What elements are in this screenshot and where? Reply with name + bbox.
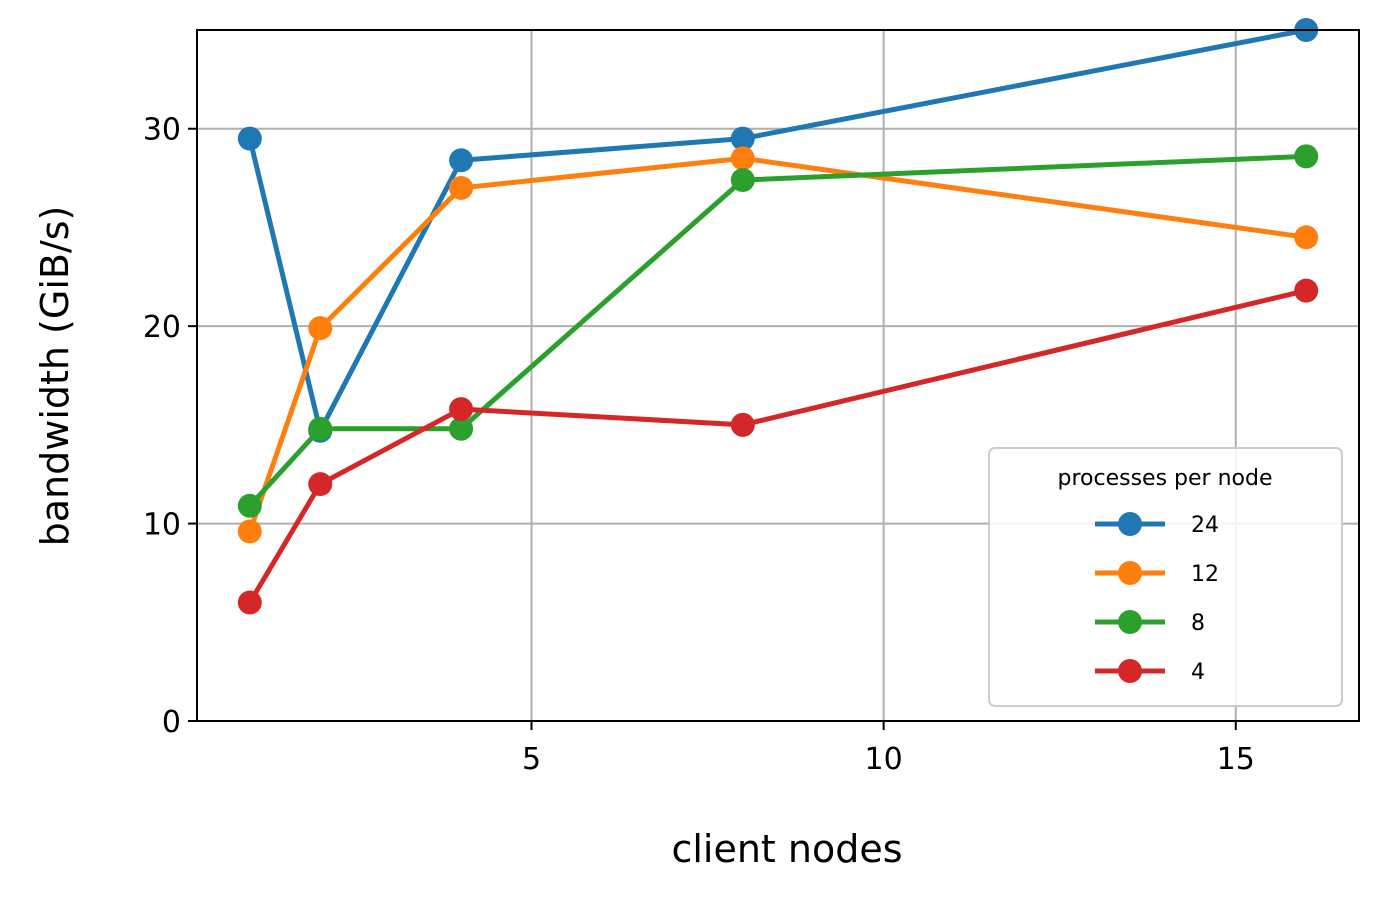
legend-title: processes per node (1058, 466, 1273, 491)
legend-box (988, 447, 1343, 707)
legend-label: 4 (1191, 660, 1205, 685)
legend-label: 24 (1191, 513, 1219, 538)
y-axis-label: bandwidth (GiB/s) (33, 206, 77, 547)
legend-marker (1118, 561, 1142, 585)
data-point (449, 397, 474, 422)
plot-frame (196, 29, 1360, 722)
data-point (237, 519, 262, 544)
x-axis: 5 10 15 (522, 721, 1255, 777)
data-point (1294, 278, 1319, 303)
series-layer (237, 18, 1319, 615)
data-point (730, 412, 755, 437)
data-point (237, 126, 262, 151)
y-tick-label: 30 (143, 113, 181, 148)
series-8 (237, 144, 1319, 518)
x-axis-label: client nodes (671, 827, 902, 871)
legend-label: 12 (1191, 562, 1219, 587)
data-point (730, 126, 755, 151)
data-point (449, 175, 474, 200)
data-point (449, 148, 474, 173)
x-tick-label: 15 (1217, 742, 1255, 777)
y-axis: 0 10 20 30 (143, 113, 197, 740)
data-point (730, 146, 755, 171)
data-point (1294, 144, 1319, 169)
y-tick-label: 10 (143, 508, 181, 543)
data-point (730, 168, 755, 193)
data-point (308, 316, 333, 341)
data-point (1294, 225, 1319, 250)
legend-entry-8: 8 (1095, 610, 1205, 636)
data-point (308, 472, 333, 497)
x-tick-label: 5 (522, 742, 541, 777)
legend-label: 8 (1191, 611, 1205, 636)
data-point (237, 493, 262, 518)
data-point (308, 416, 333, 441)
x-tick-label: 10 (865, 742, 903, 777)
series-4 (237, 278, 1319, 615)
legend: processes per node 24 12 8 4 (988, 447, 1343, 707)
data-point (237, 590, 262, 615)
data-point (449, 416, 474, 441)
legend-entry-12: 12 (1095, 561, 1219, 587)
legend-entry-24: 24 (1095, 512, 1219, 538)
y-tick-label: 0 (162, 705, 181, 740)
series-12 (237, 146, 1319, 544)
y-tick-label: 20 (143, 310, 181, 345)
legend-entry-4: 4 (1095, 659, 1205, 685)
legend-marker (1118, 659, 1142, 683)
legend-marker (1118, 512, 1142, 536)
legend-marker (1118, 610, 1142, 634)
